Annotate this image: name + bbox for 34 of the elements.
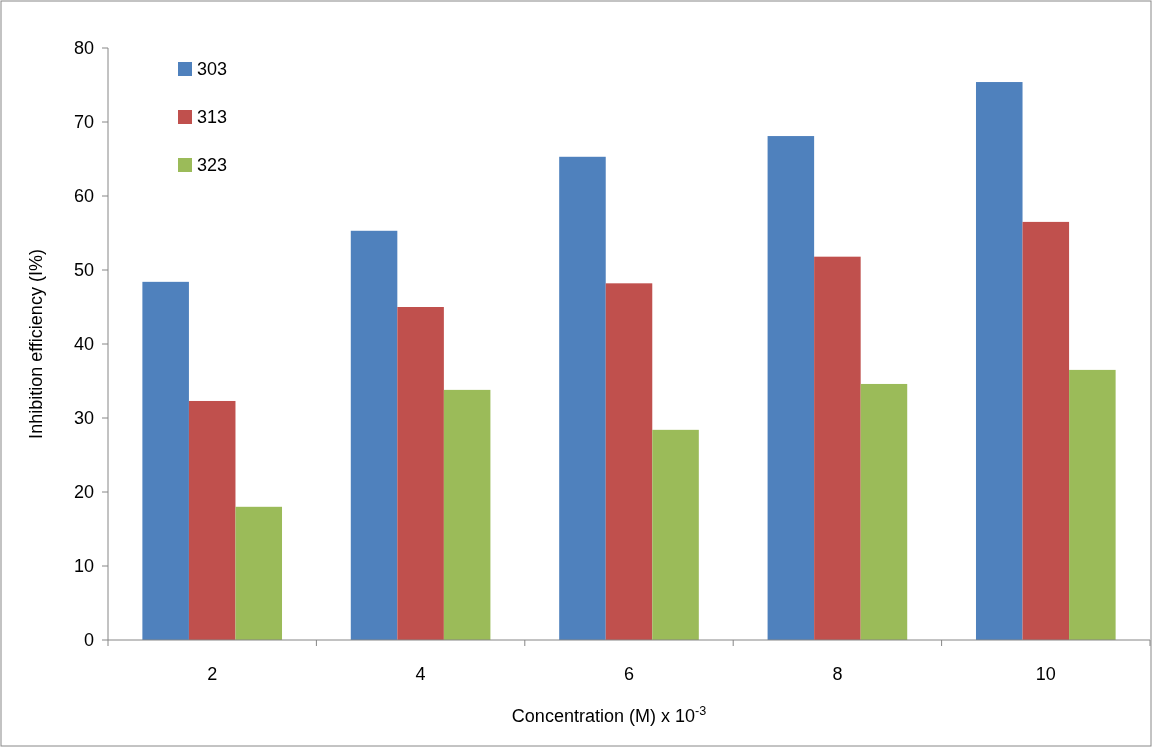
bar bbox=[1069, 369, 1116, 640]
legend-label: 323 bbox=[197, 155, 228, 176]
bar bbox=[443, 389, 491, 640]
x-tick-label: 10 bbox=[1035, 664, 1056, 684]
y-tick-label: 60 bbox=[73, 186, 94, 207]
y-tick-label: 20 bbox=[73, 482, 94, 503]
x-tick-label: 4 bbox=[415, 664, 426, 684]
bar bbox=[652, 429, 699, 640]
bar bbox=[188, 400, 236, 640]
bar bbox=[860, 383, 908, 640]
bar bbox=[235, 506, 283, 640]
bar bbox=[350, 230, 398, 640]
y-tick-label: 30 bbox=[73, 408, 94, 429]
y-axis-title: Inhibition efficiency (I%) bbox=[26, 249, 46, 439]
bar bbox=[605, 283, 653, 640]
y-tick-label: 50 bbox=[73, 260, 94, 281]
x-tick-label: 2 bbox=[207, 664, 218, 684]
bar bbox=[142, 281, 189, 640]
bar bbox=[814, 256, 861, 640]
bar bbox=[767, 136, 815, 640]
y-tick-label: 10 bbox=[73, 556, 94, 577]
legend-label: 313 bbox=[197, 107, 228, 128]
bar bbox=[397, 307, 444, 640]
y-tick-label: 70 bbox=[73, 112, 94, 133]
x-tick-label: 8 bbox=[832, 664, 843, 684]
x-tick-label: 6 bbox=[623, 664, 635, 684]
y-tick-label: 40 bbox=[73, 334, 94, 355]
bar bbox=[975, 82, 1023, 640]
bar bbox=[559, 156, 606, 640]
x-axis-title: Concentration (M) x 10$^{-3}$ bbox=[511, 704, 707, 726]
y-tick-label: 0 bbox=[83, 630, 94, 651]
legend-label: 303 bbox=[197, 59, 228, 80]
bar bbox=[1022, 221, 1070, 640]
y-tick-label: 80 bbox=[73, 38, 94, 59]
